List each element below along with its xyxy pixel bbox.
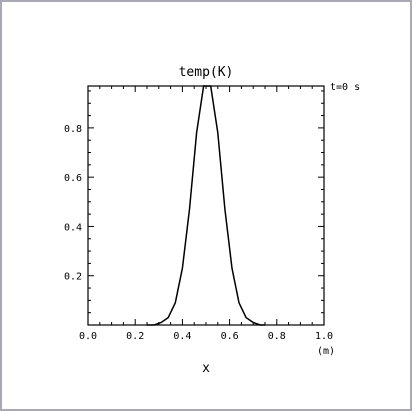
plot-area [87, 85, 325, 326]
x-tick-label: 0.2 [126, 331, 144, 342]
x-tick-label: 0.6 [221, 331, 239, 342]
y-tick-label: 0.4 [64, 222, 82, 233]
axis-ticks [87, 86, 325, 325]
time-label: t=0 s [330, 82, 360, 93]
x-tick-label: 0.8 [268, 331, 286, 342]
series-line [147, 85, 265, 326]
tick-labels: 0.0 0.2 0.4 0.6 0.8 1.0 0.2 0.4 0.6 0.8 [64, 124, 333, 342]
x-tick-label: 0.4 [173, 331, 191, 342]
x-tick-label: 0.0 [79, 331, 97, 342]
y-tick-label: 0.2 [64, 272, 82, 283]
x-axis-label: x [202, 361, 210, 376]
x-unit-label: (m) [317, 346, 335, 357]
y-tick-label: 0.6 [64, 173, 82, 184]
y-tick-label: 0.8 [64, 124, 82, 135]
chart-title: temp(K) [179, 65, 234, 80]
x-tick-label: 1.0 [315, 331, 333, 342]
